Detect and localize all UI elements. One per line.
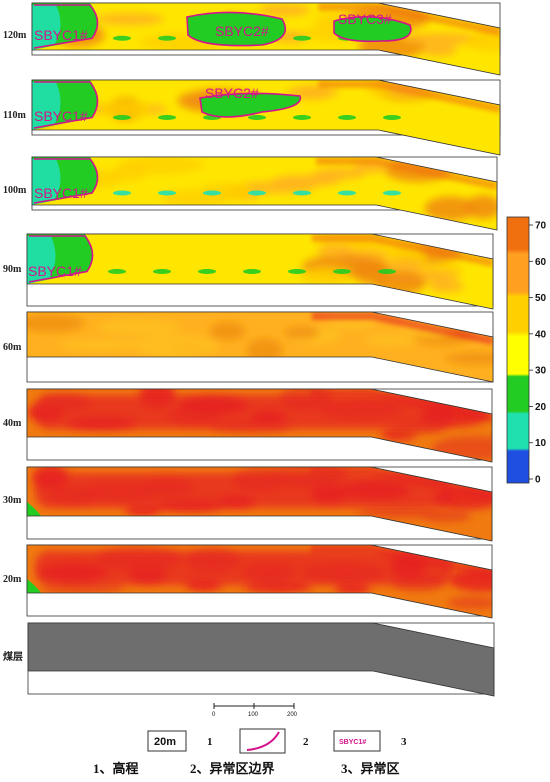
section-panel: 120m SBYC1# SBYC2# SBYC3# — [3, 2, 501, 76]
colorbar-tick-label: 10 — [535, 438, 547, 449]
section-panel: 40m — [3, 388, 493, 463]
legend-number-3: 3 — [401, 736, 407, 748]
legend-elevation-box-text: 20m — [154, 736, 176, 748]
section-panel: 30m — [3, 466, 493, 542]
section-panel: 100m SBYC1# — [3, 156, 498, 231]
scale-tick-100: 100 — [248, 712, 259, 718]
legend-caption-anomaly: 3、异常区 — [341, 761, 400, 776]
elevation-label: 60m — [3, 342, 22, 353]
elevation-label: 100m — [3, 185, 27, 196]
colorbar-gradient — [506, 216, 530, 484]
anomaly-zone-label: SBYC1# — [34, 27, 88, 43]
section-panel: 煤层 — [3, 622, 495, 697]
section-panel: 60m — [3, 311, 494, 383]
anomaly-boundary — [33, 4, 99, 49]
elevation-label: 40m — [3, 418, 22, 429]
colorbar: 70 60 50 40 30 20 10 0 — [506, 216, 547, 486]
section-panel: 90m SBYC1# — [3, 233, 494, 310]
colorbar-tick-label: 0 — [535, 475, 541, 486]
anomaly-boundary — [33, 81, 99, 129]
legend-number-2: 2 — [303, 736, 309, 748]
anomaly-zone-label: SBYC2# — [215, 23, 269, 39]
anomaly-zone-label: SBYC1# — [34, 185, 88, 201]
legend-zone-sample: SBYC1# — [339, 739, 366, 746]
section-panel: 110m SBYC1# SBYC2# — [3, 79, 501, 156]
anomaly-boundary — [33, 158, 99, 204]
legend-caption-boundary: 2、异常区边界 — [190, 761, 275, 776]
anomaly-block — [199, 92, 302, 118]
legend-number-1: 1 — [207, 736, 213, 748]
anomaly-zone-label: SBYC1# — [28, 263, 82, 279]
anomaly-boundary — [28, 235, 94, 283]
elevation-label: 110m — [3, 110, 26, 121]
anomaly-zone-label: SBYC1# — [34, 108, 88, 124]
colorbar-tick-label: 40 — [535, 329, 547, 340]
elevation-label: 90m — [3, 264, 22, 275]
legend-elevation-box — [147, 730, 187, 752]
scale-tick-0: 0 — [212, 712, 216, 718]
anomaly-zone-label: SBYC3# — [338, 11, 392, 27]
anomaly-block — [333, 16, 412, 43]
legend-caption-elevation: 1、高程 — [93, 761, 139, 776]
elevation-label: 30m — [3, 495, 22, 506]
colorbar-tick-label: 60 — [535, 257, 547, 268]
elevation-label: 20m — [3, 574, 22, 585]
section-panel: 20m — [3, 544, 493, 619]
elevation-label: 120m — [3, 30, 27, 41]
scale-tick-200: 200 — [287, 712, 298, 718]
band-fill — [28, 623, 494, 696]
legend-boundary-curve-icon — [246, 731, 280, 751]
anomaly-block — [186, 11, 287, 47]
legend-zone-box — [333, 730, 381, 752]
elevation-label: 煤层 — [3, 650, 23, 663]
legend: 20m 1 2 SBYC1# 3 1、高程 2、异常区边界 3、异常区 — [93, 728, 407, 776]
anomaly-zone-label: SBYC2# — [205, 85, 259, 101]
scale-bar: 0 100 200 — [212, 703, 298, 718]
colorbar-tick-label: 20 — [535, 402, 547, 413]
colorbar-tick-label: 30 — [535, 366, 547, 377]
colorbar-tick-label: 50 — [535, 293, 547, 304]
colorbar-tick-label: 70 — [535, 221, 547, 232]
